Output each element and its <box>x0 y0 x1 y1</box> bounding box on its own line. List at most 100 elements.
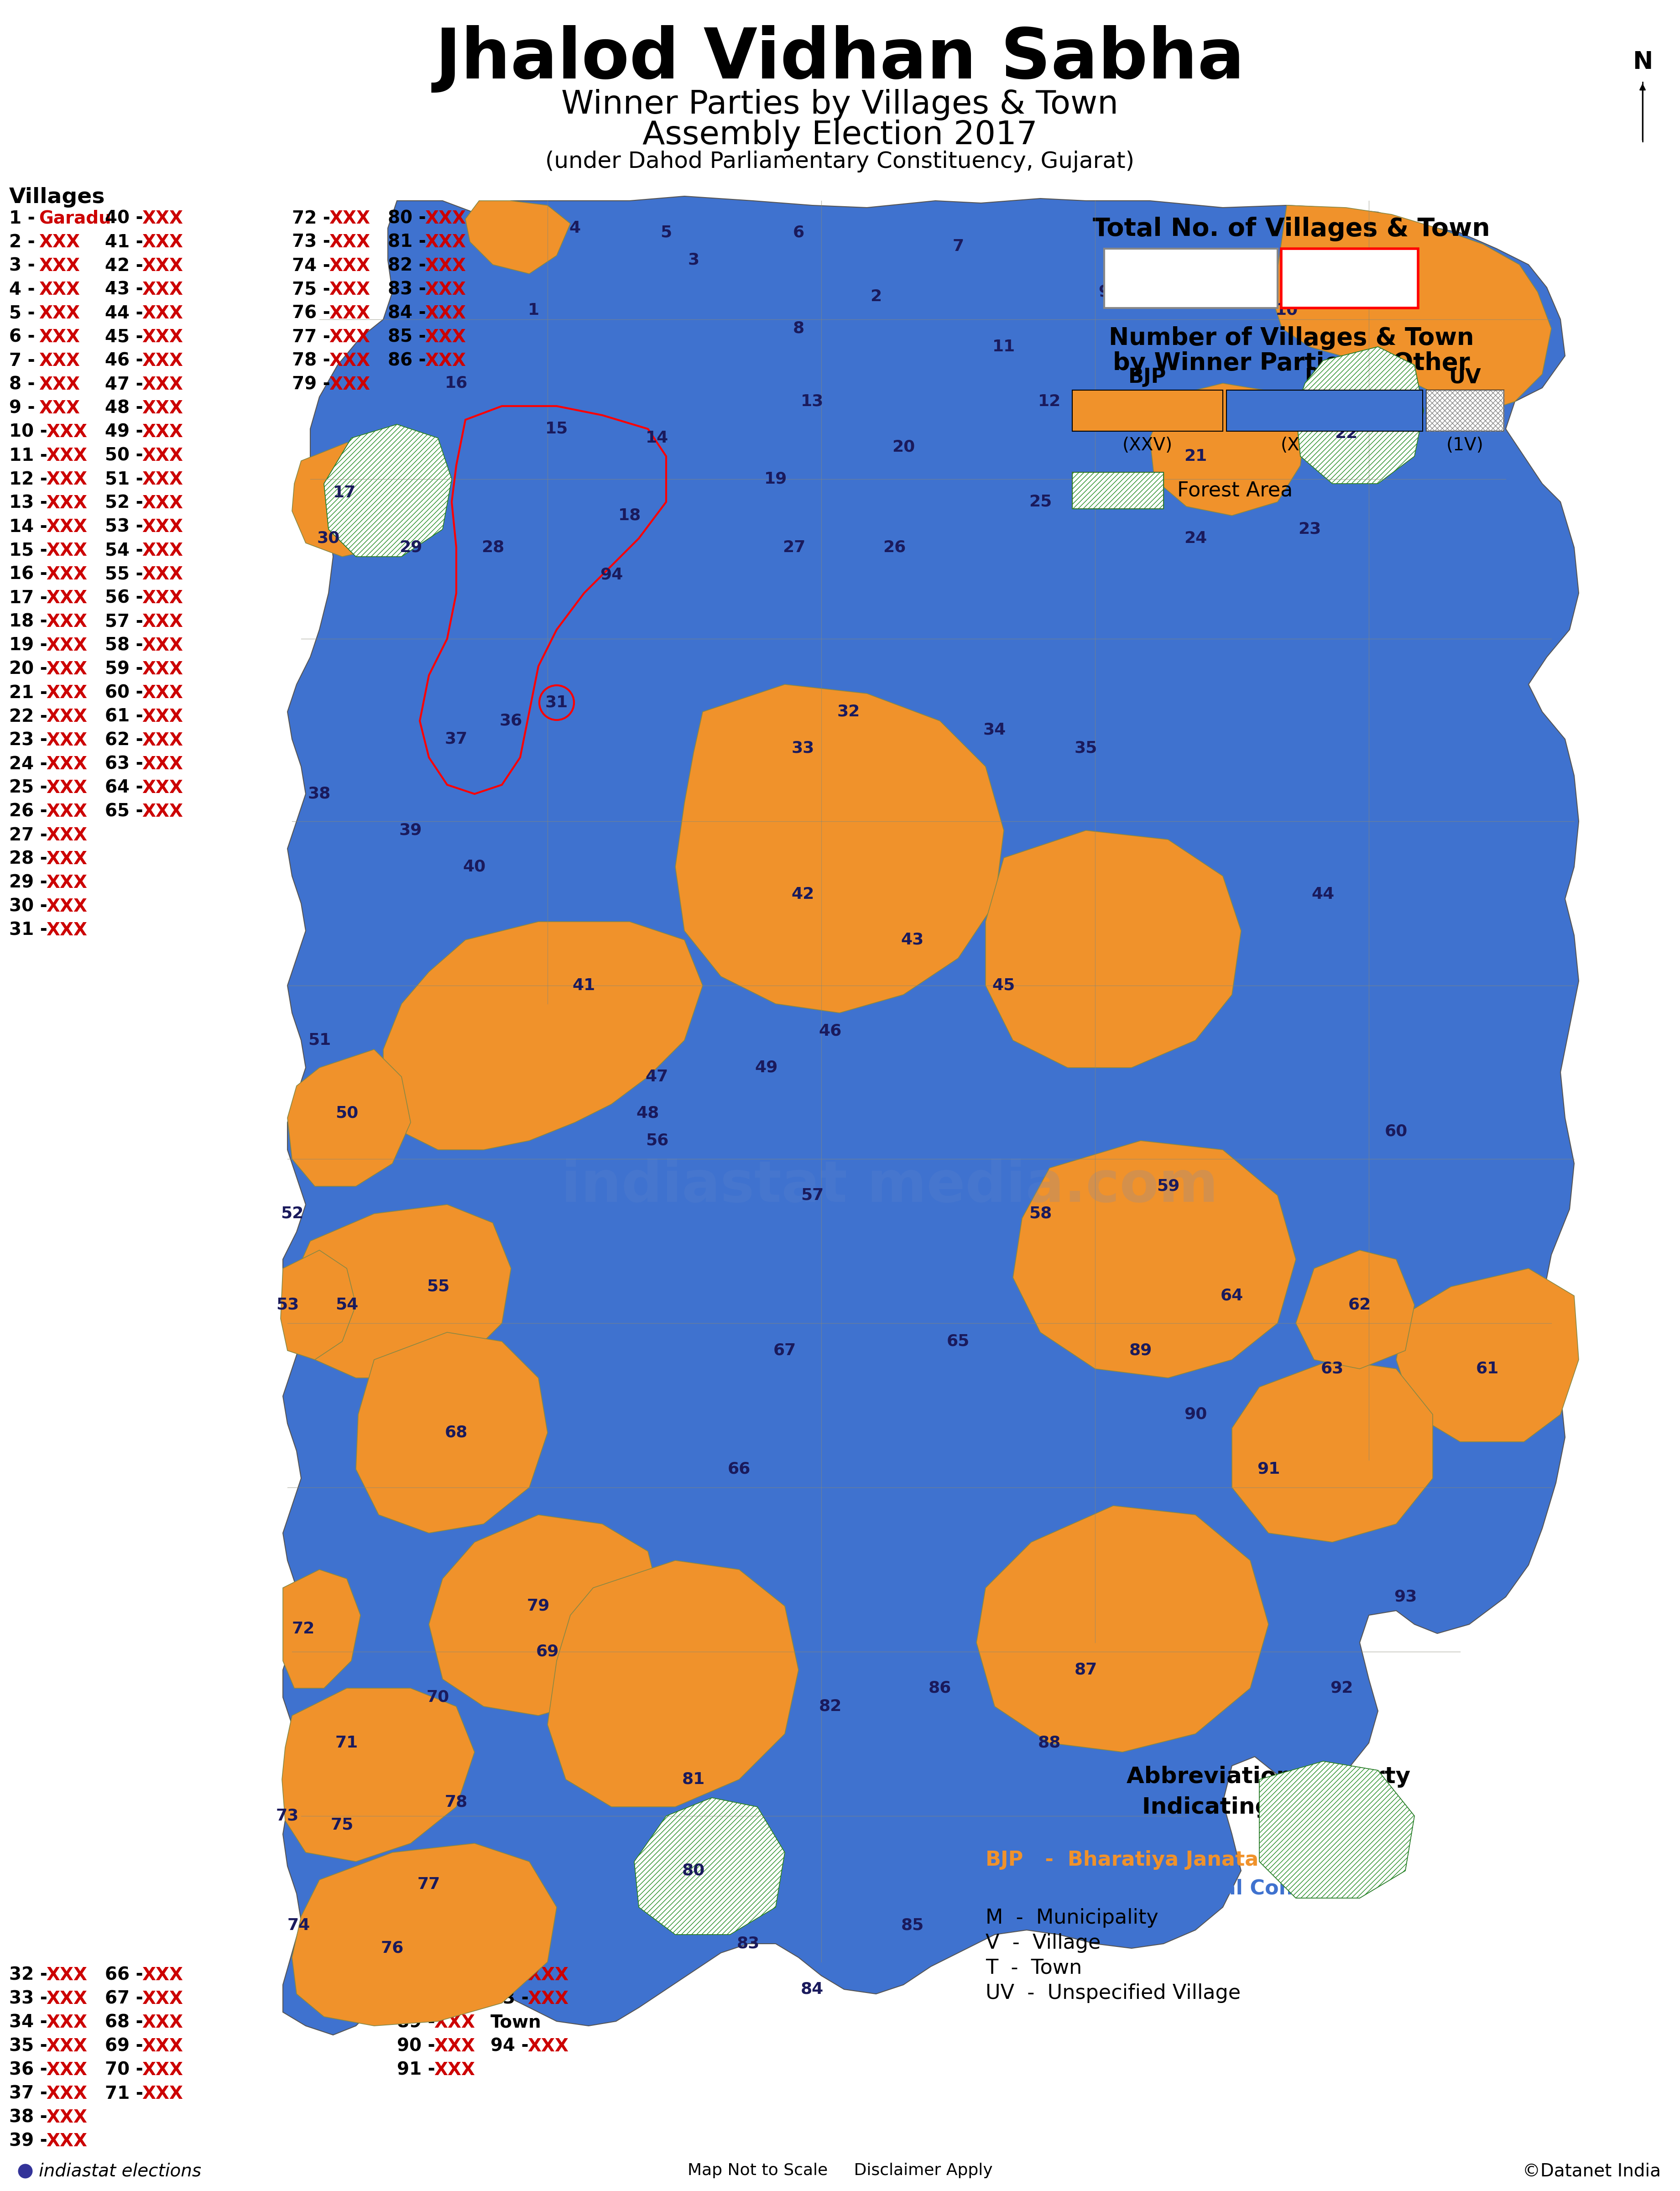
Text: 40 -: 40 - <box>104 210 150 228</box>
Text: XXX: XXX <box>143 2062 183 2079</box>
Text: XXX: XXX <box>143 377 183 394</box>
Text: 59 -: 59 - <box>104 662 150 677</box>
Text: 81 -: 81 - <box>388 234 432 252</box>
Text: 60: 60 <box>1384 1124 1408 1139</box>
Text: 89: 89 <box>1129 1343 1152 1358</box>
Text: by Winner Parties & Other: by Winner Parties & Other <box>1112 351 1470 375</box>
Text: XXX: XXX <box>39 377 81 394</box>
Text: 11 -: 11 - <box>8 447 54 464</box>
Text: 47: 47 <box>645 1069 669 1085</box>
Polygon shape <box>292 443 415 557</box>
Text: indiastat media.com: indiastat media.com <box>561 1159 1218 1214</box>
Text: 8 -: 8 - <box>8 377 40 394</box>
Polygon shape <box>292 1205 511 1378</box>
Text: XXX: XXX <box>45 2014 87 2031</box>
Polygon shape <box>282 1689 474 1862</box>
Text: XXX: XXX <box>143 1989 183 2007</box>
Text: 80 -: 80 - <box>388 210 432 228</box>
Text: 41: 41 <box>573 977 595 993</box>
Text: XXX: XXX <box>143 638 183 655</box>
Text: 1: 1 <box>1341 280 1359 307</box>
Text: 21: 21 <box>1184 449 1206 464</box>
Text: 10: 10 <box>1275 302 1299 318</box>
Text: 70 -: 70 - <box>104 2062 150 2079</box>
Text: Forest Area: Forest Area <box>1178 480 1292 500</box>
Polygon shape <box>675 684 1005 1012</box>
Text: 91: 91 <box>1257 1461 1280 1477</box>
Text: 33: 33 <box>791 741 815 756</box>
Polygon shape <box>548 1560 798 1808</box>
Text: Town: Town <box>491 2014 541 2031</box>
Text: UV: UV <box>1448 368 1482 388</box>
Text: 41 -: 41 - <box>104 234 150 252</box>
Text: 54: 54 <box>336 1297 358 1312</box>
Text: indiastat elections: indiastat elections <box>39 2163 202 2180</box>
Text: 84 -: 84 - <box>388 305 432 322</box>
Text: Town (T): Town (T) <box>1304 259 1396 276</box>
Text: 53: 53 <box>276 1297 299 1312</box>
Text: 94: 94 <box>600 567 623 583</box>
Text: XXX: XXX <box>45 495 87 513</box>
Text: XXX: XXX <box>143 1968 183 1983</box>
Polygon shape <box>635 1797 785 1935</box>
Text: 79: 79 <box>528 1597 549 1615</box>
Text: 66 -: 66 - <box>104 1968 150 1983</box>
Text: 3: 3 <box>687 252 699 267</box>
Text: 28 -: 28 - <box>8 850 54 868</box>
Text: 84: 84 <box>801 1981 823 1996</box>
Text: XXX: XXX <box>45 780 87 798</box>
Text: 61: 61 <box>1477 1361 1499 1376</box>
Text: 88 -: 88 - <box>396 1989 442 2007</box>
Text: 80: 80 <box>682 1862 706 1878</box>
Text: 63: 63 <box>1320 1361 1344 1376</box>
Text: 69 -: 69 - <box>104 2038 150 2055</box>
Bar <box>1282 248 1418 309</box>
Text: 12 -: 12 - <box>8 471 54 489</box>
Text: 62: 62 <box>1349 1297 1371 1312</box>
Text: XXX: XXX <box>45 2086 87 2103</box>
Text: 46: 46 <box>818 1023 842 1039</box>
Text: XXX: XXX <box>143 280 183 298</box>
Text: XXX: XXX <box>433 2062 475 2079</box>
Text: 26 -: 26 - <box>8 804 54 819</box>
Text: -  Bharatiya Janata Party: - Bharatiya Janata Party <box>1038 1849 1327 1869</box>
Text: 30 -: 30 - <box>8 898 54 916</box>
Text: XXX: XXX <box>45 708 87 725</box>
Text: XXX: XXX <box>143 256 183 274</box>
Text: XXX: XXX <box>329 256 370 274</box>
Text: 8: 8 <box>793 320 805 335</box>
Text: 37: 37 <box>445 732 467 747</box>
Text: XXX: XXX <box>528 1968 568 1983</box>
Text: 51: 51 <box>307 1032 331 1047</box>
Text: 85: 85 <box>900 1917 924 1932</box>
Text: 53 -: 53 - <box>104 519 150 535</box>
Text: 36: 36 <box>499 712 522 730</box>
Text: 9: 9 <box>1099 285 1110 300</box>
Text: 47 -: 47 - <box>104 377 150 394</box>
Polygon shape <box>1273 206 1551 410</box>
Text: 76 -: 76 - <box>292 305 336 322</box>
Text: 67: 67 <box>773 1343 796 1358</box>
Text: 3 -: 3 - <box>8 256 42 274</box>
Text: XXX: XXX <box>329 377 370 394</box>
Text: XXX: XXX <box>45 2062 87 2079</box>
Text: 56 -: 56 - <box>104 589 150 607</box>
Text: 29: 29 <box>400 539 422 554</box>
Text: 72: 72 <box>292 1621 314 1637</box>
Text: N: N <box>1633 50 1653 74</box>
Polygon shape <box>1260 1762 1415 1897</box>
Text: 5 -: 5 - <box>8 305 40 322</box>
Text: V  -  Village: V - Village <box>986 1932 1100 1952</box>
Text: 87: 87 <box>1075 1663 1097 1678</box>
Text: XXX: XXX <box>143 353 183 370</box>
Text: 49: 49 <box>754 1060 778 1076</box>
Text: XXX: XXX <box>143 210 183 228</box>
Text: 46 -: 46 - <box>104 353 150 370</box>
Text: 1 -: 1 - <box>8 210 42 228</box>
Bar <box>1426 390 1504 432</box>
Text: 45 -: 45 - <box>104 329 150 346</box>
Text: 35 -: 35 - <box>8 2038 54 2055</box>
Text: 7: 7 <box>953 239 964 254</box>
Text: 44 -: 44 - <box>104 305 150 322</box>
Text: 79 -: 79 - <box>292 377 336 394</box>
